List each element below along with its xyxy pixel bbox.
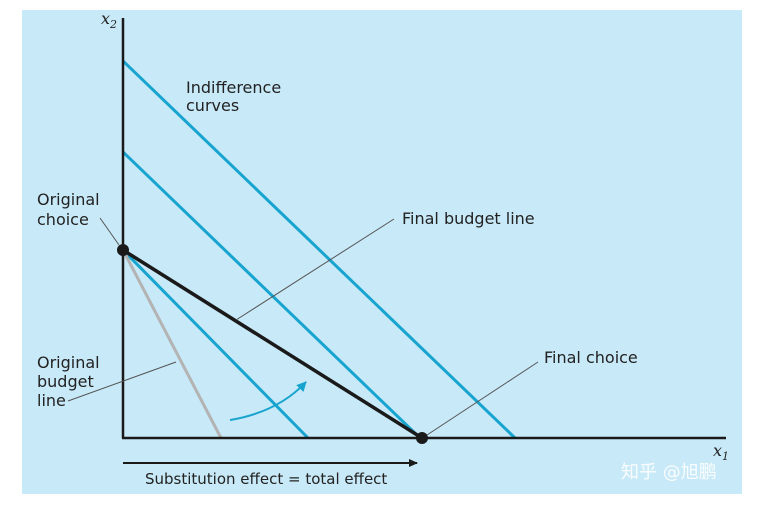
indifference-curve-2 [121, 150, 422, 440]
indifference-curve-3 [121, 59, 517, 440]
final-choice-label: Final choice [544, 348, 638, 367]
final-choice-point [416, 432, 428, 444]
leader-final-choice [426, 361, 539, 436]
indifference-label: Indifference curves [186, 78, 286, 115]
final-budget-line [122, 248, 423, 440]
x-axis-label: x1 [713, 441, 729, 463]
effect-label: Substitution effect = total effect [145, 470, 387, 488]
y-axis-label: x2 [101, 9, 117, 31]
rotation-arrow [229, 381, 307, 421]
indifference-curve-1 [121, 248, 310, 440]
original-choice-label: Original choice [37, 190, 105, 229]
original-choice-point [117, 244, 129, 256]
original-budget-line [121, 249, 223, 439]
leader-final-budget [235, 218, 395, 321]
watermark: 知乎 @旭鹏 [621, 462, 717, 483]
leader-original-choice [99, 217, 120, 246]
leader-original-budget [67, 361, 177, 402]
original-budget-label: Original budget line [37, 353, 105, 410]
final-budget-label: Final budget line [402, 209, 535, 228]
